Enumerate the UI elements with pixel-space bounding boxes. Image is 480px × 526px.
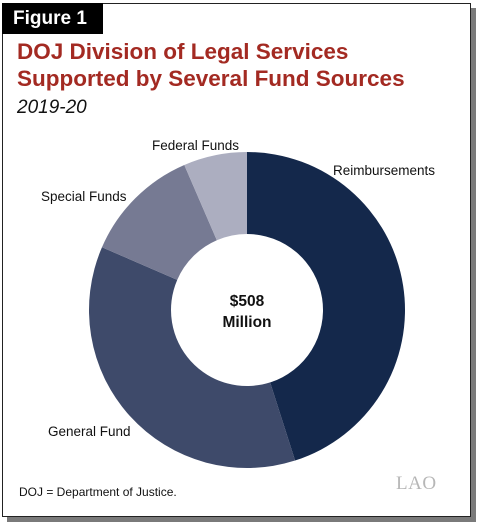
center-label-amount: $508 bbox=[230, 293, 265, 310]
figure-label: Figure 1 bbox=[2, 3, 103, 34]
footnote: DOJ = Department of Justice. bbox=[19, 485, 177, 499]
label-reimbursements: Reimbursements bbox=[333, 163, 435, 178]
chart-title-line-1: DOJ Division of Legal Services bbox=[17, 39, 349, 64]
label-special-funds: Special Funds bbox=[41, 189, 127, 204]
slice-special-funds bbox=[101, 164, 217, 280]
slice-labels: Reimbursements General Fund Special Funds F… bbox=[41, 138, 435, 439]
slice-federal-funds bbox=[184, 152, 247, 241]
chart-title-line-2: Supported by Several Fund Sources bbox=[17, 66, 405, 91]
lao-logo: LAO bbox=[396, 473, 437, 494]
label-general-fund: General Fund bbox=[48, 424, 131, 439]
donut-slices bbox=[88, 152, 405, 468]
slice-reimbursements bbox=[247, 152, 405, 461]
slice-general-fund bbox=[88, 247, 296, 468]
chart-subtitle: 2019-20 bbox=[17, 97, 87, 118]
chart-title: DOJ Division of Legal Services Supported… bbox=[17, 38, 405, 92]
label-federal-funds: Federal Funds bbox=[152, 138, 239, 153]
center-label-unit: Million bbox=[222, 314, 271, 331]
